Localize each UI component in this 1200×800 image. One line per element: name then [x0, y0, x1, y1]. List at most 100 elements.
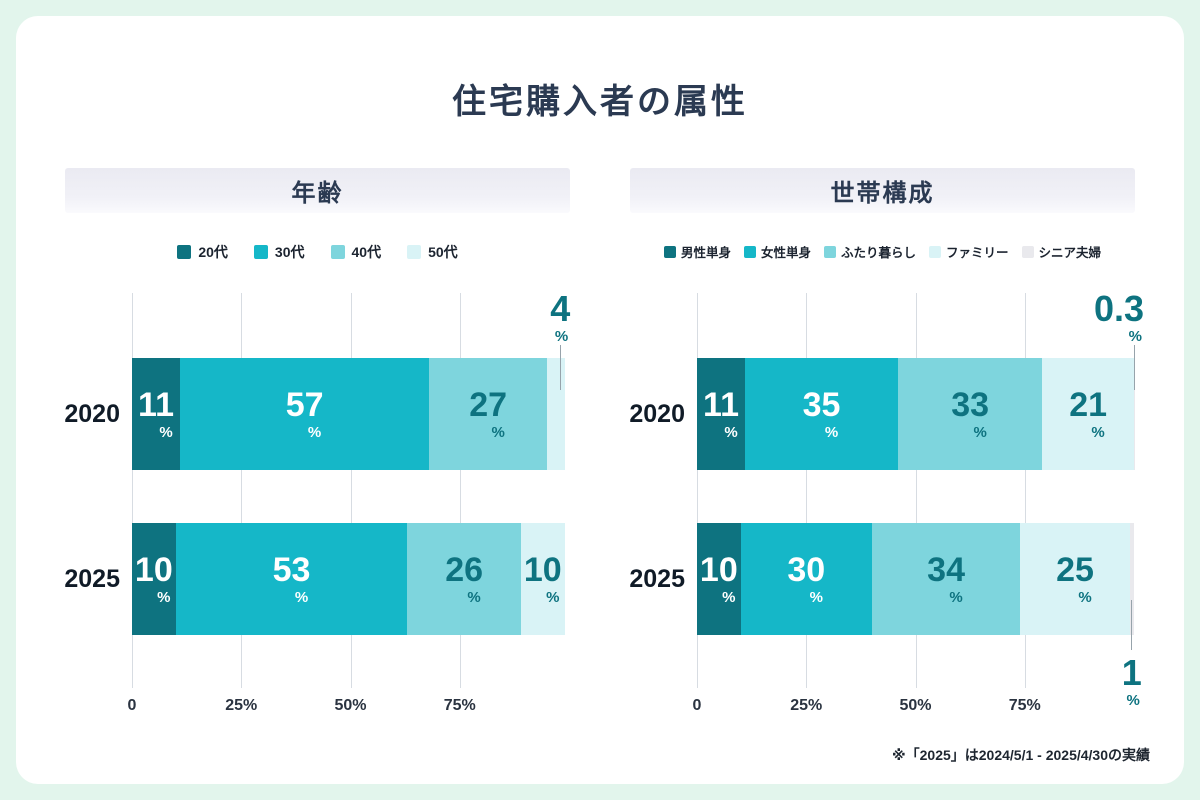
- segment-percent: %: [294, 589, 309, 606]
- segment-percent: %: [159, 424, 173, 441]
- segment-percent: %: [307, 424, 322, 441]
- bar-segment: 35%: [745, 358, 898, 470]
- legend-label: 男性単身: [680, 246, 731, 260]
- row-label: 2025: [64, 564, 120, 593]
- age-chart-legend: 20代 30代 40代 50代: [65, 242, 570, 262]
- segment-value: 11: [138, 386, 174, 424]
- segment-value: 34: [927, 551, 965, 589]
- legend-item: 50代: [407, 242, 458, 262]
- annotation-percent: %: [554, 328, 569, 345]
- bar-segment: 10%: [520, 523, 565, 635]
- legend-item: 40代: [330, 242, 382, 262]
- segment-value: 10: [699, 551, 738, 589]
- legend-label: 50代: [428, 244, 458, 260]
- household-chart-header: 世帯構成: [630, 168, 1135, 213]
- segment-percent: %: [467, 589, 481, 606]
- page-title: 住宅購入者の属性: [452, 83, 748, 121]
- row-label: 2025: [629, 564, 685, 593]
- axis-tick-label: 75%: [443, 697, 476, 714]
- axis-tick-label: 0: [127, 697, 137, 714]
- gridline: [806, 293, 808, 688]
- footnote: ※「2025」は2024/5/1 - 2025/4/30の実績: [892, 747, 1150, 763]
- axis-tick-label: 50%: [899, 697, 932, 714]
- segment-value: 10: [523, 551, 562, 589]
- bar-segment: 33%: [898, 358, 1043, 470]
- segment-percent: %: [157, 589, 171, 606]
- legend-swatch-icon: [253, 245, 268, 259]
- gridline: [241, 293, 243, 688]
- bar-segment: 11%: [132, 358, 181, 470]
- household-chart-axis: 0 25% 50% 75%: [630, 697, 1135, 719]
- bar-segment: 27%: [429, 358, 548, 470]
- legend-label: ふたり暮らし: [840, 246, 916, 260]
- segment-value: 25: [1056, 551, 1094, 589]
- legend-swatch-icon: [663, 245, 676, 258]
- annotation-label: 1%: [1122, 655, 1142, 709]
- bar-segment: 10%: [132, 523, 176, 635]
- age-chart-axis: 0 25% 50% 75%: [65, 697, 570, 719]
- gridline: [915, 293, 917, 688]
- segment-percent: %: [949, 589, 963, 606]
- segment-percent: %: [824, 424, 839, 441]
- segment-percent: %: [491, 424, 505, 441]
- legend-swatch-icon: [823, 245, 836, 258]
- legend-swatch-icon: [743, 245, 756, 258]
- legend-item: 男性単身: [663, 242, 731, 261]
- legend-swatch-icon: [929, 245, 941, 258]
- legend-item: 20代: [177, 242, 228, 262]
- segment-value: 27: [469, 386, 508, 424]
- axis-tick-label: 25%: [225, 697, 258, 714]
- gridline: [132, 293, 133, 688]
- age-chart-header: 年齢: [65, 168, 570, 213]
- legend-label: ファミリー: [946, 246, 1009, 260]
- segment-percent: %: [724, 424, 738, 441]
- segment-value: 26: [445, 551, 484, 589]
- age-chart-title: 年齢: [291, 180, 344, 207]
- legend-swatch-icon: [1021, 245, 1034, 258]
- legend-item: 30代: [253, 242, 305, 262]
- axis-tick-label: 0: [692, 697, 702, 714]
- household-chart-plot: 2020 11% 35% 33% 21% 2025 10% 30% 34% 25% 0.3% 1%: [629, 291, 1144, 709]
- bar-segment: 10%: [697, 523, 741, 635]
- bar-segment: 34%: [871, 523, 1021, 635]
- segment-percent: %: [1091, 424, 1105, 441]
- annotation-connector-line: [1131, 600, 1133, 650]
- legend-swatch-icon: [407, 245, 422, 259]
- segment-value: 33: [951, 386, 990, 424]
- bar-segment: 53%: [175, 523, 408, 635]
- infographic-card: 住宅購入者の属性 年齢 20代 30代 40代 50代 2020 11% 57% 27% 20…: [16, 16, 1184, 784]
- bar-segment: 57%: [180, 358, 430, 470]
- legend-swatch-icon: [330, 245, 345, 259]
- bar-segment: 11%: [697, 358, 746, 470]
- legend-label: 40代: [351, 244, 382, 260]
- segment-percent: %: [1078, 589, 1092, 606]
- legend-label: 30代: [274, 244, 305, 260]
- annotation-connector-line: [559, 345, 561, 390]
- segment-percent: %: [973, 424, 987, 441]
- annotation-label: 4%: [550, 288, 571, 345]
- axis-tick-label: 75%: [1008, 697, 1041, 714]
- household-chart-panel: 世帯構成 男性単身 女性単身 ふたり暮らし ファミリー シニア夫婦 2020 11% 35%…: [629, 166, 1144, 751]
- bar-segment: 30%: [740, 523, 872, 635]
- annotation-percent: %: [1128, 328, 1142, 345]
- age-chart-panel: 年齢 20代 30代 40代 50代 2020 11% 57% 27% 2025 10% 53% 2…: [64, 166, 571, 751]
- legend-item: ふたり暮らし: [823, 242, 916, 261]
- bar-segment: [1134, 358, 1136, 470]
- axis-tick-label: 25%: [790, 697, 823, 714]
- household-chart-title: 世帯構成: [830, 180, 935, 207]
- annotation-connector-line: [1133, 345, 1135, 390]
- legend-swatch-icon: [177, 245, 192, 259]
- segment-value: 53: [272, 551, 311, 589]
- segment-percent: %: [546, 589, 560, 606]
- segment-value: 10: [134, 551, 173, 589]
- annotation-value: 4: [550, 288, 571, 329]
- age-chart-plot: 2020 11% 57% 27% 2025 10% 53% 26% 10% 4%: [64, 288, 571, 688]
- legend-label: 20代: [198, 244, 228, 260]
- annotation-percent: %: [1126, 692, 1140, 709]
- bar-segment: [1129, 523, 1134, 635]
- annotation-value: 0.3: [1093, 288, 1144, 329]
- bar-segment: 21%: [1042, 358, 1134, 470]
- segment-value: 21: [1069, 386, 1108, 424]
- segment-value: 57: [285, 386, 324, 424]
- bar-segment: 26%: [407, 523, 521, 635]
